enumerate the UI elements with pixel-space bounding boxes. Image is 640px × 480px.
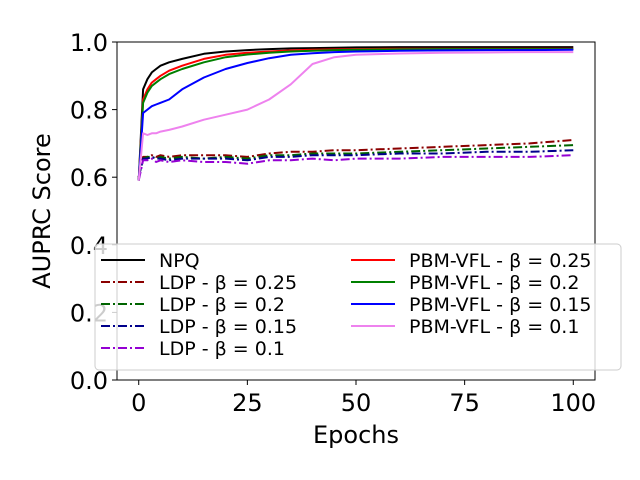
legend-label: PBM-VFL - β = 0.15 xyxy=(409,294,592,316)
x-tick-label: 50 xyxy=(341,389,372,417)
x-tick-label: 100 xyxy=(550,389,596,417)
legend-label: LDP - β = 0.1 xyxy=(159,338,285,360)
x-tick-label: 0 xyxy=(131,389,146,417)
legend-label: LDP - β = 0.15 xyxy=(159,316,297,338)
legend-item: PBM-VFL - β = 0.2 xyxy=(351,272,579,294)
y-axis: 0.00.20.40.60.81.0 xyxy=(70,29,117,395)
x-tick-label: 75 xyxy=(449,389,480,417)
series-line-1 xyxy=(137,139,574,178)
x-axis: 0 25 50 75 100 xyxy=(131,380,596,417)
legend-item: PBM-VFL - β = 0.25 xyxy=(351,250,592,272)
series-line-4 xyxy=(137,154,574,181)
legend-item: PBM-VFL - β = 0.15 xyxy=(351,294,592,316)
legend-item: LDP - β = 0.2 xyxy=(101,294,285,316)
legend-label: LDP - β = 0.2 xyxy=(159,294,285,316)
legend-label: NPQ xyxy=(159,250,200,272)
legend-item: NPQ xyxy=(101,250,200,272)
series-line-3 xyxy=(137,149,574,178)
y-tick-label: 1.0 xyxy=(70,29,108,57)
legend-label: PBM-VFL - β = 0.25 xyxy=(409,250,592,272)
y-tick-label: 0.0 xyxy=(70,367,108,395)
x-tick-label: 25 xyxy=(232,389,263,417)
y-axis-label: AUPRC Score xyxy=(28,133,56,289)
legend-label: LDP - β = 0.25 xyxy=(159,272,297,294)
series-line-6 xyxy=(137,48,574,181)
x-axis-label: Epochs xyxy=(313,421,399,449)
y-tick-label: 0.8 xyxy=(70,97,108,125)
plot-lines xyxy=(137,46,574,181)
series-line-0 xyxy=(137,46,574,181)
legend-item: PBM-VFL - β = 0.1 xyxy=(351,316,579,338)
series-line-8 xyxy=(137,51,574,181)
legend-label: PBM-VFL - β = 0.2 xyxy=(409,272,579,294)
series-line-5 xyxy=(137,47,574,181)
legend-item: LDP - β = 0.15 xyxy=(101,316,297,338)
y-tick-label: 0.6 xyxy=(70,164,108,192)
legend-label: PBM-VFL - β = 0.1 xyxy=(409,316,579,338)
legend-box xyxy=(94,243,622,371)
legend-item: LDP - β = 0.1 xyxy=(101,338,285,360)
series-line-7 xyxy=(137,48,574,181)
legend-item: LDP - β = 0.25 xyxy=(101,272,297,294)
series-line-2 xyxy=(137,144,574,178)
